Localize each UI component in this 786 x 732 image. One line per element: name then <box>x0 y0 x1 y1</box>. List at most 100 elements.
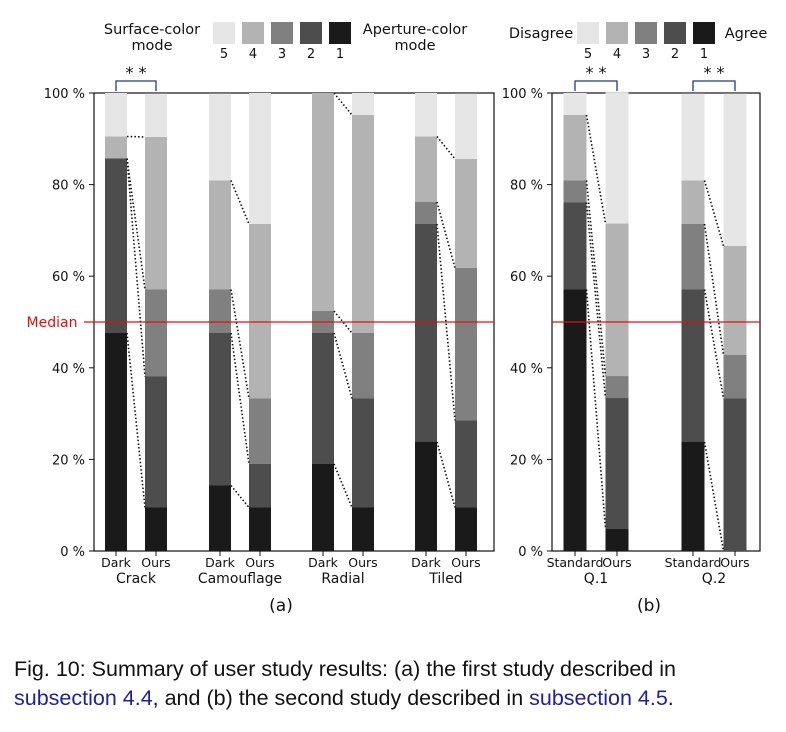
connector-line <box>436 201 456 269</box>
significance-bracket <box>115 80 157 91</box>
bar-segment-crack-dark-2 <box>105 158 127 333</box>
bar-segment-crack-dark-5 <box>105 93 127 137</box>
bar-segment-q2-standard-4 <box>681 180 705 224</box>
significance-marker: * * <box>703 63 724 82</box>
legend-level-2: 2 <box>307 47 315 62</box>
bar-label: Ours <box>141 555 170 570</box>
bar-segment-crack-ours-5 <box>145 93 167 137</box>
legend-level-4: 4 <box>613 47 621 62</box>
connector-line <box>333 310 353 334</box>
y-tick-label: 20 % <box>510 453 543 468</box>
connector-line <box>585 180 607 377</box>
bar-segment-tiled-ours-1 <box>455 507 477 551</box>
bar-segment-q2-standard-3 <box>681 223 705 290</box>
connector-line <box>436 441 456 508</box>
bar-label: Dark <box>205 555 235 570</box>
group-label: Crack <box>116 571 157 587</box>
legend-left-label-line2: mode <box>131 38 172 54</box>
bar-segment-camouflage-ours-4 <box>249 223 271 399</box>
bar-segment-q1-standard-4 <box>563 114 587 181</box>
group-label: Q.2 <box>702 571 726 587</box>
y-tick-label: 60 % <box>52 270 85 285</box>
bar-segment-q2-ours-2 <box>723 398 747 551</box>
legend-right-label-line2: mode <box>394 38 435 54</box>
significance-bracket <box>692 80 736 91</box>
bar-segment-q1-ours-2 <box>605 398 629 530</box>
legend-swatch-2 <box>300 22 322 44</box>
legend-swatch-1 <box>693 22 715 44</box>
y-tick-label: 40 % <box>52 362 85 377</box>
bar-segment-tiled-dark-4 <box>415 136 437 203</box>
y-tick-label: 40 % <box>510 362 543 377</box>
bar-segment-tiled-ours-3 <box>455 267 477 421</box>
connector-line <box>230 332 250 465</box>
connector-line <box>703 289 725 399</box>
legend-level-1: 1 <box>700 47 708 62</box>
bar-segment-radial-dark-2 <box>312 332 334 464</box>
bar-segment-crack-ours-2 <box>145 376 167 508</box>
bar-segment-tiled-ours-4 <box>455 158 477 268</box>
connector-line <box>703 223 725 356</box>
legend-swatch-4 <box>242 22 264 44</box>
legend-level-3: 3 <box>642 47 650 62</box>
bar-label: Ours <box>348 555 377 570</box>
bar-segment-radial-ours-5 <box>352 93 374 115</box>
y-tick-label: 0 % <box>60 545 85 560</box>
y-tick-label: 0 % <box>518 545 543 560</box>
connector-line <box>126 332 146 508</box>
legend-level-3: 3 <box>278 47 286 62</box>
bar-segment-q1-ours-1 <box>605 529 629 551</box>
connector-line <box>333 463 353 508</box>
subsection-4-4-link[interactable]: subsection 4.4 <box>14 686 153 710</box>
bar-segment-camouflage-ours-1 <box>249 507 271 551</box>
panel-label: (b) <box>637 596 661 616</box>
y-tick-label: 100 % <box>44 87 85 102</box>
bar-segment-q1-ours-5 <box>605 92 629 224</box>
bar-segment-q2-standard-5 <box>681 93 705 181</box>
connector-line <box>436 136 456 160</box>
bar-segment-radial-dark-1 <box>312 463 334 551</box>
legend-swatch-4 <box>606 22 628 44</box>
bar-label: Dark <box>411 555 441 570</box>
legend-left-label: Disagree <box>509 26 573 42</box>
connector-line <box>126 158 146 377</box>
bar-label: Dark <box>101 555 131 570</box>
figure-caption: Fig. 10: Summary of user study results: … <box>14 655 774 713</box>
bar-segment-tiled-dark-5 <box>415 93 437 137</box>
bar-segment-q1-ours-4 <box>605 223 629 377</box>
y-tick-label: 60 % <box>510 270 543 285</box>
legend-swatch-5 <box>213 22 235 44</box>
bar-segment-tiled-dark-3 <box>415 202 437 224</box>
legend-swatch-2 <box>664 22 686 44</box>
bar-segment-radial-ours-3 <box>352 332 374 399</box>
caption-suffix: . <box>667 686 674 710</box>
bar-label: Ours <box>245 555 274 570</box>
bar-segment-q1-ours-3 <box>605 376 629 399</box>
bar-segment-tiled-ours-5 <box>455 93 477 159</box>
legend-swatch-3 <box>635 22 657 44</box>
bar-segment-q2-ours-5 <box>723 93 747 246</box>
legend-left-label: Surface-color <box>104 22 200 38</box>
caption-prefix: Fig. 10: Summary of user study results: … <box>14 657 676 681</box>
bar-segment-crack-dark-4 <box>105 136 127 159</box>
bar-label: Ours <box>451 555 480 570</box>
bar-segment-tiled-ours-2 <box>455 420 477 508</box>
bar-segment-crack-dark-1 <box>105 332 127 551</box>
bar-segment-q2-standard-1 <box>681 441 705 551</box>
bar-segment-camouflage-ours-3 <box>249 398 271 464</box>
legend-swatch-5 <box>577 22 599 44</box>
connector-line <box>703 180 725 247</box>
subsection-4-5-link[interactable]: subsection 4.5 <box>529 686 668 710</box>
bar-segment-q1-standard-1 <box>563 289 587 551</box>
y-tick-label: 100 % <box>502 87 543 102</box>
legend-level-5: 5 <box>220 47 228 62</box>
y-tick-label: 80 % <box>52 179 85 194</box>
bar-segment-camouflage-dark-3 <box>209 289 231 333</box>
significance-marker: * * <box>585 63 606 82</box>
significance-marker: * * <box>125 63 146 82</box>
group-label: Tiled <box>428 571 462 587</box>
group-label: Q.1 <box>584 571 608 587</box>
bar-label: Ours <box>720 555 749 570</box>
connector-line <box>585 289 607 530</box>
